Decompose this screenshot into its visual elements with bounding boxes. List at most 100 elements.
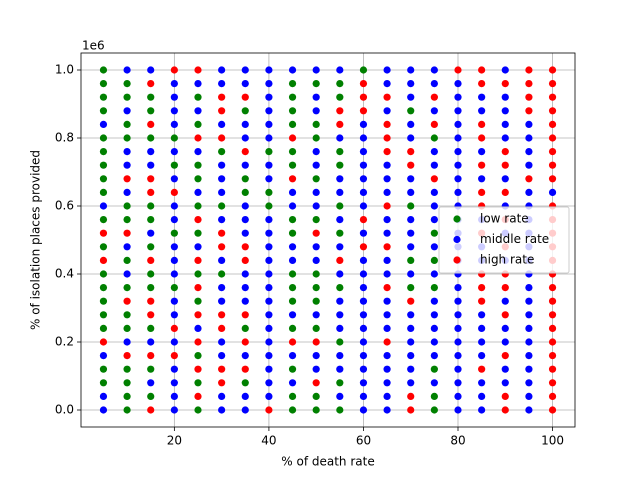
point bbox=[312, 243, 320, 251]
point bbox=[383, 284, 391, 292]
point bbox=[288, 161, 297, 169]
point bbox=[312, 270, 320, 278]
point bbox=[336, 148, 344, 156]
point bbox=[525, 148, 533, 156]
point bbox=[454, 352, 462, 360]
point bbox=[312, 120, 320, 128]
point bbox=[265, 297, 273, 305]
point bbox=[430, 392, 438, 400]
point bbox=[336, 107, 344, 115]
point bbox=[170, 297, 178, 305]
point bbox=[194, 188, 202, 196]
y-tick-label: 0.0 bbox=[55, 403, 74, 417]
point bbox=[288, 338, 297, 346]
point bbox=[407, 392, 415, 400]
point bbox=[241, 379, 249, 387]
y-tick-label: 0.6 bbox=[55, 199, 74, 213]
x-tick-label: 100 bbox=[541, 434, 564, 448]
point bbox=[548, 365, 557, 373]
point bbox=[194, 352, 202, 360]
point bbox=[288, 216, 297, 224]
point bbox=[312, 202, 320, 210]
point bbox=[194, 175, 202, 183]
point bbox=[454, 161, 462, 169]
point bbox=[241, 256, 249, 264]
point bbox=[430, 311, 438, 319]
point bbox=[265, 229, 273, 237]
point bbox=[99, 120, 108, 128]
point bbox=[218, 120, 226, 128]
point bbox=[478, 392, 486, 400]
point bbox=[288, 392, 297, 400]
point bbox=[407, 256, 415, 264]
point bbox=[241, 202, 249, 210]
y-tick-label: 0.8 bbox=[55, 131, 74, 145]
point bbox=[123, 392, 131, 400]
point bbox=[336, 392, 344, 400]
point bbox=[454, 365, 462, 373]
point bbox=[359, 229, 368, 237]
point bbox=[430, 379, 438, 387]
point bbox=[265, 120, 273, 128]
point bbox=[123, 229, 131, 237]
legend: low rate middle rate high rate bbox=[438, 206, 570, 274]
point bbox=[501, 134, 509, 142]
point bbox=[312, 352, 320, 360]
point bbox=[359, 297, 368, 305]
y-tick-label: 0.4 bbox=[55, 267, 74, 281]
point bbox=[548, 134, 557, 142]
point bbox=[336, 134, 344, 142]
point bbox=[312, 365, 320, 373]
point bbox=[501, 311, 509, 319]
point bbox=[548, 406, 557, 414]
point bbox=[430, 148, 438, 156]
point bbox=[525, 379, 533, 387]
point bbox=[170, 379, 178, 387]
point bbox=[383, 134, 391, 142]
point bbox=[288, 406, 297, 414]
point bbox=[218, 93, 226, 101]
point bbox=[478, 134, 486, 142]
point bbox=[312, 66, 320, 74]
point bbox=[241, 324, 249, 332]
point bbox=[407, 270, 415, 278]
point bbox=[241, 297, 249, 305]
point bbox=[478, 338, 486, 346]
point bbox=[147, 188, 155, 196]
point bbox=[383, 324, 391, 332]
point bbox=[312, 229, 320, 237]
point bbox=[123, 120, 131, 128]
point bbox=[383, 297, 391, 305]
point bbox=[241, 352, 249, 360]
point bbox=[430, 324, 438, 332]
point bbox=[265, 379, 273, 387]
point bbox=[430, 216, 438, 224]
point bbox=[478, 297, 486, 305]
point bbox=[548, 324, 557, 332]
point bbox=[359, 270, 368, 278]
point bbox=[548, 148, 557, 156]
point bbox=[170, 93, 178, 101]
point bbox=[170, 392, 178, 400]
point bbox=[359, 66, 368, 74]
point bbox=[241, 284, 249, 292]
point bbox=[312, 324, 320, 332]
point bbox=[170, 161, 178, 169]
point bbox=[383, 406, 391, 414]
point bbox=[454, 406, 462, 414]
point bbox=[123, 270, 131, 278]
legend-box bbox=[438, 206, 570, 274]
point bbox=[407, 229, 415, 237]
point bbox=[478, 80, 486, 88]
point bbox=[430, 365, 438, 373]
point bbox=[383, 93, 391, 101]
x-tick-label: 20 bbox=[167, 434, 182, 448]
point bbox=[123, 284, 131, 292]
point bbox=[170, 80, 178, 88]
point bbox=[359, 188, 368, 196]
point bbox=[218, 406, 226, 414]
point bbox=[454, 338, 462, 346]
point bbox=[383, 256, 391, 264]
point bbox=[123, 134, 131, 142]
point bbox=[194, 406, 202, 414]
